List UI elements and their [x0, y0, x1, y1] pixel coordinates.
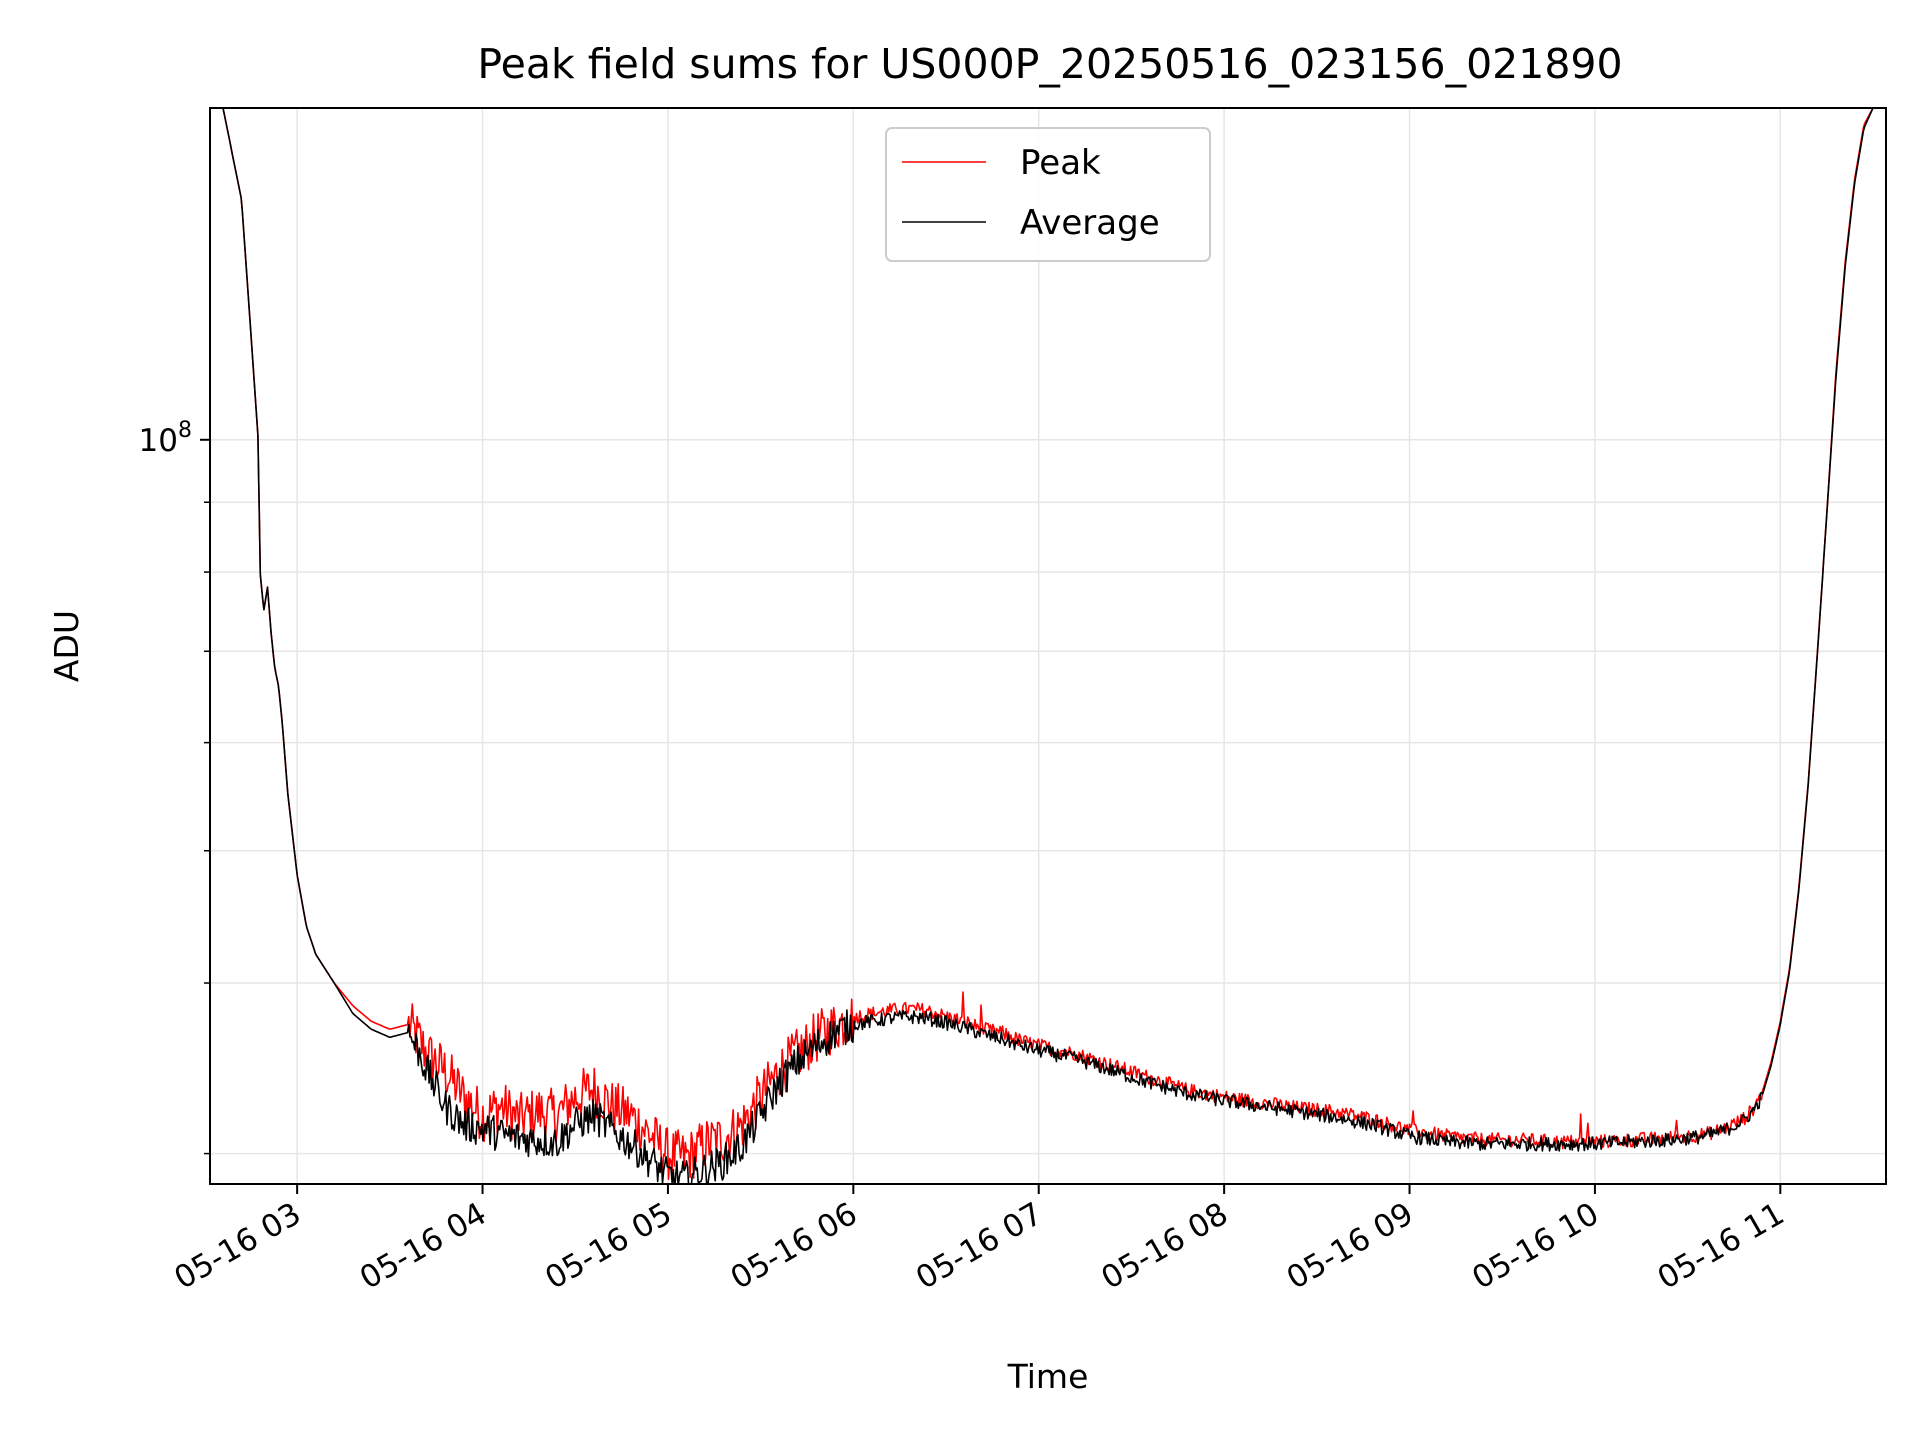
grid-lines	[210, 108, 1886, 1184]
legend-label-average: Average	[1020, 203, 1160, 243]
legend-label-peak: Peak	[1020, 143, 1101, 183]
y-axis-label: ADU	[47, 610, 86, 682]
x-axis-label: Time	[1007, 1357, 1089, 1396]
legend: Peak Average	[885, 127, 1211, 262]
y-tick-label: 108	[139, 418, 192, 459]
plot-frame	[209, 107, 1887, 1185]
chart-title: Peak field sums for US000P_20250516_0231…	[477, 40, 1622, 88]
series-lines	[210, 108, 1886, 1184]
series-line-average	[210, 108, 1886, 1184]
